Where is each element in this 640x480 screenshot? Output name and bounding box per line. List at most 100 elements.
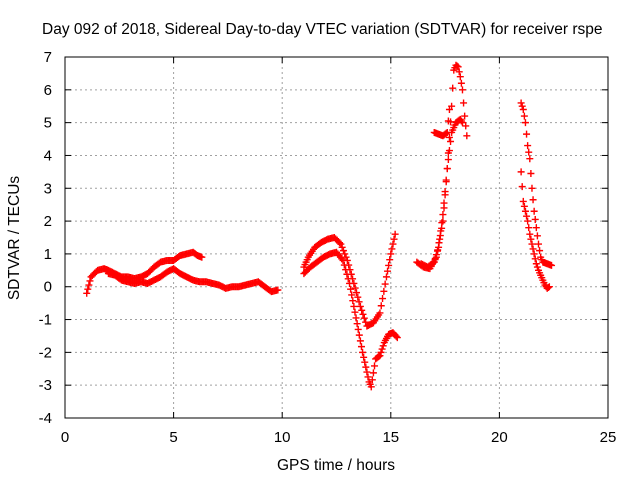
data-point — [520, 202, 528, 210]
data-point — [435, 243, 443, 251]
data-point — [526, 155, 534, 163]
x-tick-label: 20 — [491, 429, 508, 446]
data-point — [340, 261, 348, 269]
data-point — [355, 331, 363, 339]
data-point — [454, 63, 462, 71]
x-tick-label: 0 — [61, 429, 69, 446]
data-point — [443, 165, 451, 173]
data-point — [344, 275, 352, 283]
data-point — [198, 253, 206, 261]
chart-title: Day 092 of 2018, Sidereal Day-to-day VTE… — [42, 21, 603, 38]
data-point — [386, 256, 394, 264]
data-point — [527, 235, 535, 243]
data-point — [521, 207, 529, 215]
data-point — [517, 168, 525, 176]
data-point — [444, 117, 452, 125]
data-point — [531, 215, 539, 223]
data-point — [360, 314, 368, 322]
data-point — [518, 102, 526, 110]
segment-4-upper — [517, 99, 556, 269]
data-point — [360, 353, 368, 361]
data-point — [519, 106, 527, 114]
data-point — [85, 281, 93, 289]
x-tick-label: 15 — [382, 429, 399, 446]
segment-2-lower — [300, 248, 401, 391]
data-point — [341, 250, 349, 258]
data-point — [377, 348, 385, 356]
data-point — [357, 343, 365, 351]
data-point — [430, 258, 438, 266]
data-point — [346, 279, 354, 287]
data-point — [392, 332, 400, 340]
data-point — [533, 263, 541, 271]
data-point — [369, 369, 377, 377]
data-point — [362, 363, 370, 371]
data-point — [350, 302, 358, 310]
segment-3-lower — [417, 115, 466, 271]
data-point — [367, 383, 375, 391]
data-point — [339, 247, 347, 255]
data-point — [519, 197, 527, 205]
data-point — [461, 112, 469, 120]
x-axis-label: GPS time / hours — [277, 457, 395, 474]
data-point — [439, 211, 447, 219]
data-point — [354, 293, 362, 301]
data-point — [462, 122, 470, 130]
data-point — [353, 320, 361, 328]
data-point — [521, 119, 529, 127]
data-point — [84, 285, 92, 293]
y-tick-label: 7 — [44, 49, 52, 66]
data-point — [388, 245, 396, 253]
plot-frame — [64, 56, 609, 419]
y-tick-label: 3 — [44, 180, 52, 197]
data-point — [544, 284, 552, 292]
data-point — [376, 309, 384, 317]
data-point — [532, 260, 540, 268]
data-point — [456, 73, 464, 81]
y-axis-label: SDTVAR / TECUs — [6, 176, 23, 301]
y-tick-label: -3 — [39, 377, 52, 394]
data-point — [391, 230, 399, 238]
data-point — [518, 183, 526, 191]
data-point — [351, 308, 359, 316]
data-point — [393, 334, 401, 342]
data-point — [354, 325, 362, 333]
data-point — [545, 283, 553, 291]
data-point — [524, 142, 532, 150]
data-series — [83, 61, 556, 391]
data-point — [531, 255, 539, 263]
data-point — [384, 267, 392, 275]
data-point — [442, 176, 450, 184]
data-point — [533, 232, 541, 240]
data-point — [339, 256, 347, 264]
data-point — [517, 99, 525, 107]
data-point — [86, 277, 94, 285]
data-point — [378, 345, 386, 353]
data-point — [356, 337, 364, 345]
segment-1-upper — [83, 248, 206, 297]
data-point — [377, 302, 385, 310]
data-point — [445, 133, 453, 141]
data-point — [381, 280, 389, 288]
y-tick-label: 0 — [44, 279, 52, 296]
y-tick-label: 4 — [44, 147, 52, 164]
y-tick-label: -1 — [39, 312, 52, 329]
data-point — [351, 284, 359, 292]
data-point — [343, 270, 351, 278]
data-point — [432, 251, 440, 259]
data-point — [348, 291, 356, 299]
data-point — [449, 84, 457, 92]
data-point — [529, 245, 537, 253]
data-point — [530, 250, 538, 258]
y-tick-label: 1 — [44, 246, 52, 263]
data-point — [457, 79, 465, 87]
y-tick-label: 6 — [44, 82, 52, 99]
data-point — [530, 207, 538, 215]
data-point — [359, 348, 367, 356]
data-point — [352, 289, 360, 297]
data-point — [548, 261, 556, 269]
data-point — [445, 106, 453, 114]
data-point — [342, 266, 350, 274]
data-point — [433, 247, 441, 255]
